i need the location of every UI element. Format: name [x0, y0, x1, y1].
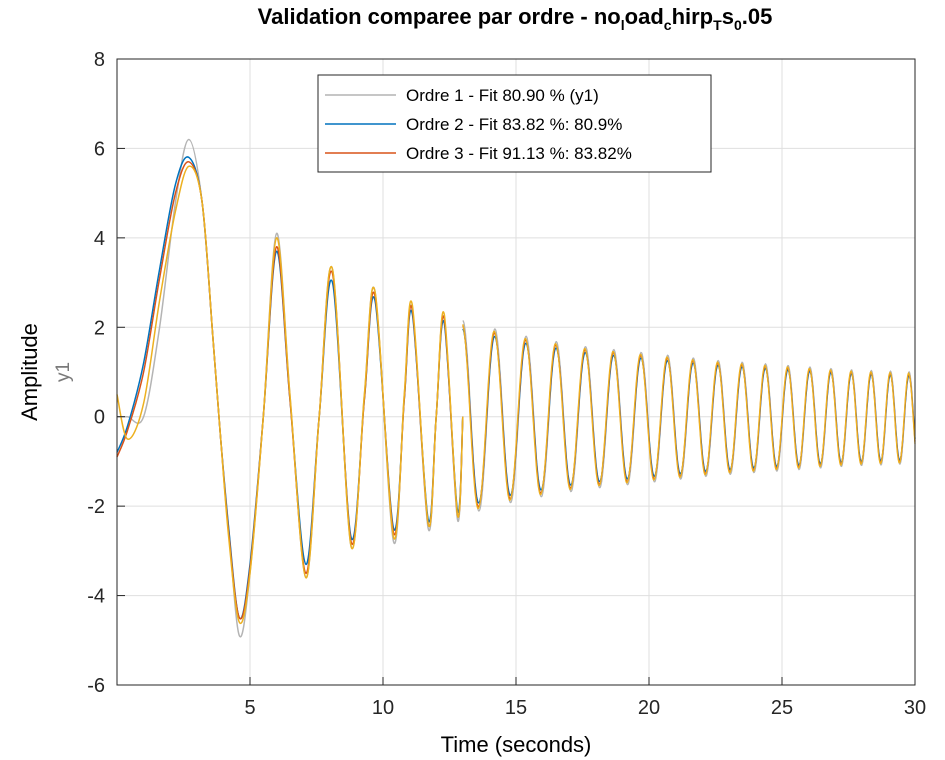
chart-title: Validation comparee par ordre - noloadch…: [258, 4, 773, 33]
x-axis-label: Time (seconds): [441, 732, 592, 757]
y-tick-label: -4: [87, 586, 105, 608]
x-tick-label: 15: [505, 697, 527, 719]
series-line-4: [116, 165, 464, 625]
y-tick-label: -2: [87, 496, 105, 518]
x-tick-label: 25: [771, 697, 793, 719]
series-lines: [116, 138, 464, 638]
x-tick-label: 30: [904, 697, 926, 719]
oscillation-tail: [462, 320, 916, 512]
legend: Ordre 1 - Fit 80.90 % (y1) Ordre 2 - Fit…: [317, 74, 712, 173]
axis-ticks: 5 10 15 20 25 30 -6 -4 -2 0 2 4 6 8: [87, 49, 926, 719]
y-axis-sublabel: y1: [53, 362, 74, 382]
y-tick-label: 6: [94, 138, 105, 160]
x-tick-label: 20: [638, 697, 660, 719]
y-axis-label: Amplitude: [17, 323, 42, 421]
series-tail-4: [462, 324, 916, 510]
y-tick-label: 0: [94, 407, 105, 429]
y-tick-label: 2: [94, 317, 105, 339]
y-tick-label: 8: [94, 49, 105, 71]
legend-entry-ordre-2: Ordre 2 - Fit 83.82 %: 80.9%: [406, 115, 622, 134]
y-tick-label: 4: [94, 228, 105, 250]
legend-entry-ordre-1: Ordre 1 - Fit 80.90 % (y1): [406, 86, 599, 105]
y-tick-label: -6: [87, 675, 105, 697]
x-tick-label: 5: [244, 697, 255, 719]
legend-entry-ordre-3: Ordre 3 - Fit 91.13 %: 83.82%: [406, 144, 632, 163]
x-tick-label: 10: [372, 697, 394, 719]
